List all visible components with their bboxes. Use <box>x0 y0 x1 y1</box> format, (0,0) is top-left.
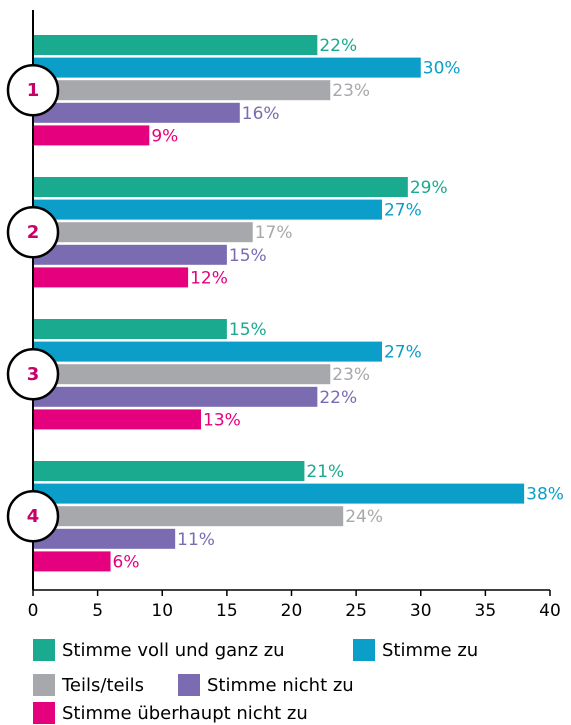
legend-label: Stimme überhaupt nicht zu <box>62 703 308 724</box>
bar <box>33 528 176 549</box>
value-label: 13% <box>203 410 241 430</box>
bar <box>33 57 421 78</box>
group-badge <box>6 63 60 117</box>
bar <box>33 102 240 123</box>
bar <box>33 461 305 481</box>
value-label: 21% <box>306 462 344 482</box>
value-label: 22% <box>319 388 357 408</box>
value-label: 23% <box>332 81 370 101</box>
legend-label: Stimme nicht zu <box>207 675 354 696</box>
legend-swatch <box>33 702 55 724</box>
x-tick-label: 20 <box>281 601 303 621</box>
value-label: 17% <box>255 223 293 243</box>
x-tick-label: 35 <box>475 601 497 621</box>
bar <box>33 319 227 339</box>
value-label: 16% <box>242 104 280 124</box>
bar <box>33 364 331 385</box>
bar <box>33 35 318 55</box>
category-label: 4 <box>27 506 40 527</box>
bar <box>33 125 150 146</box>
bar <box>33 551 111 572</box>
value-label: 12% <box>190 268 228 288</box>
group-badge <box>6 489 60 543</box>
category-label: 2 <box>27 222 40 243</box>
legend-swatch <box>178 674 200 696</box>
x-tick-label: 15 <box>216 601 238 621</box>
x-tick-label: 5 <box>92 601 103 621</box>
legend-swatch <box>353 639 375 661</box>
x-tick-label: 30 <box>410 601 432 621</box>
legend-swatch <box>33 674 55 696</box>
bar <box>33 222 253 243</box>
value-label: 29% <box>410 178 448 198</box>
bar <box>33 244 227 265</box>
value-label: 38% <box>526 485 564 505</box>
bar <box>33 506 344 527</box>
category-label: 3 <box>27 364 40 385</box>
x-tick-label: 0 <box>28 601 39 621</box>
value-label: 9% <box>151 126 178 146</box>
group-badge <box>6 205 60 259</box>
bar <box>33 409 202 430</box>
value-label: 6% <box>113 552 140 572</box>
bar <box>33 267 189 288</box>
bar <box>33 483 525 504</box>
bar <box>33 199 382 220</box>
value-label: 11% <box>177 530 215 550</box>
value-label: 23% <box>332 365 370 385</box>
x-tick-label: 10 <box>151 601 173 621</box>
category-label: 1 <box>27 80 40 101</box>
x-tick-label: 25 <box>345 601 367 621</box>
value-label: 22% <box>319 36 357 56</box>
value-label: 15% <box>229 320 267 340</box>
legend-label: Stimme zu <box>382 640 478 661</box>
bar <box>33 177 408 197</box>
value-label: 27% <box>384 201 422 221</box>
group-badge <box>6 347 60 401</box>
value-label: 24% <box>345 507 383 527</box>
bar <box>33 386 318 407</box>
bar <box>33 341 382 362</box>
legend-swatch <box>33 639 55 661</box>
value-label: 15% <box>229 246 267 266</box>
bar <box>33 80 331 101</box>
legend-label: Stimme voll und ganz zu <box>62 640 285 661</box>
legend-label: Teils/teils <box>61 675 144 696</box>
value-label: 30% <box>423 59 461 79</box>
value-label: 27% <box>384 343 422 363</box>
x-tick-label: 40 <box>539 601 561 621</box>
